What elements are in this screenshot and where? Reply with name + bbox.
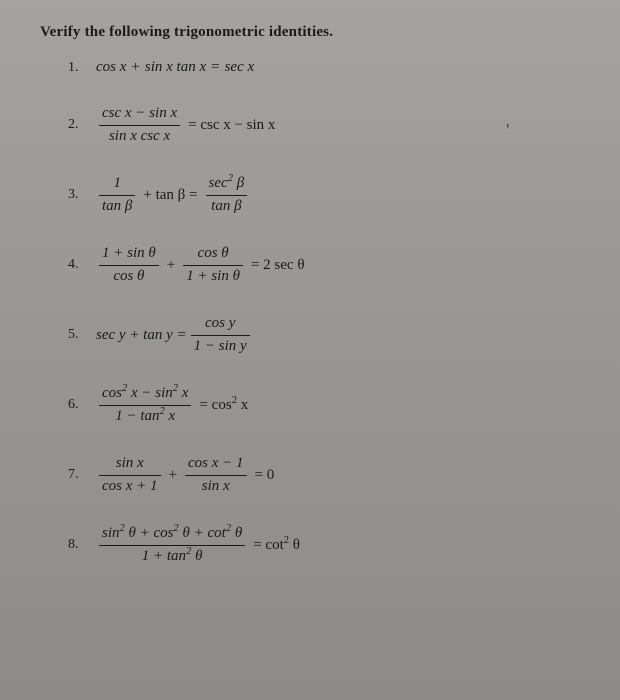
problem-6: 6. cos2 x − sin2 x 1 − tan2 x = cos2 x — [68, 384, 580, 426]
problem-4: 4. 1 + sin θ cos θ + cos θ 1 + sin θ = 2… — [68, 244, 580, 286]
problem-3: 3. 1 tan β + tan β = sec2 β tan β — [68, 174, 580, 216]
problem-number: 8. — [68, 537, 96, 553]
equation-7: sin x cos x + 1 + cos x − 1 sin x = 0 — [96, 454, 279, 496]
problem-5: 5. sec y + tan y = cos y 1 − sin y — [68, 314, 580, 356]
equation-8: sin2 θ + cos2 θ + cot2 θ 1 + tan2 θ = co… — [96, 524, 305, 566]
problem-number: 3. — [68, 187, 96, 203]
equation-3: 1 tan β + tan β = sec2 β tan β — [96, 174, 250, 216]
problem-8: 8. sin2 θ + cos2 θ + cot2 θ 1 + tan2 θ =… — [68, 524, 580, 566]
problem-2: 2. csc x − sin x sin x csc x = csc x − s… — [68, 104, 580, 146]
equation-6: cos2 x − sin2 x 1 − tan2 x = cos2 x — [96, 384, 253, 426]
problem-number: 6. — [68, 397, 96, 413]
equation-5: sec y + tan y = cos y 1 − sin y — [96, 314, 253, 356]
problem-number: 5. — [68, 327, 96, 343]
problem-number: 7. — [68, 467, 96, 483]
problem-number: 1. — [68, 60, 96, 76]
problem-number: 2. — [68, 117, 96, 133]
page-title: Verify the following trigonometric ident… — [40, 24, 580, 41]
equation-4: 1 + sin θ cos θ + cos θ 1 + sin θ = 2 se… — [96, 244, 310, 286]
equation-1: cos x + sin x tan x = sec x — [96, 59, 254, 76]
problem-1: 1. cos x + sin x tan x = sec x — [68, 59, 580, 76]
worksheet-page: Verify the following trigonometric ident… — [0, 0, 620, 700]
problem-7: 7. sin x cos x + 1 + cos x − 1 sin x = 0 — [68, 454, 580, 496]
equation-2: csc x − sin x sin x csc x = csc x − sin … — [96, 104, 280, 146]
problem-number: 4. — [68, 257, 96, 273]
